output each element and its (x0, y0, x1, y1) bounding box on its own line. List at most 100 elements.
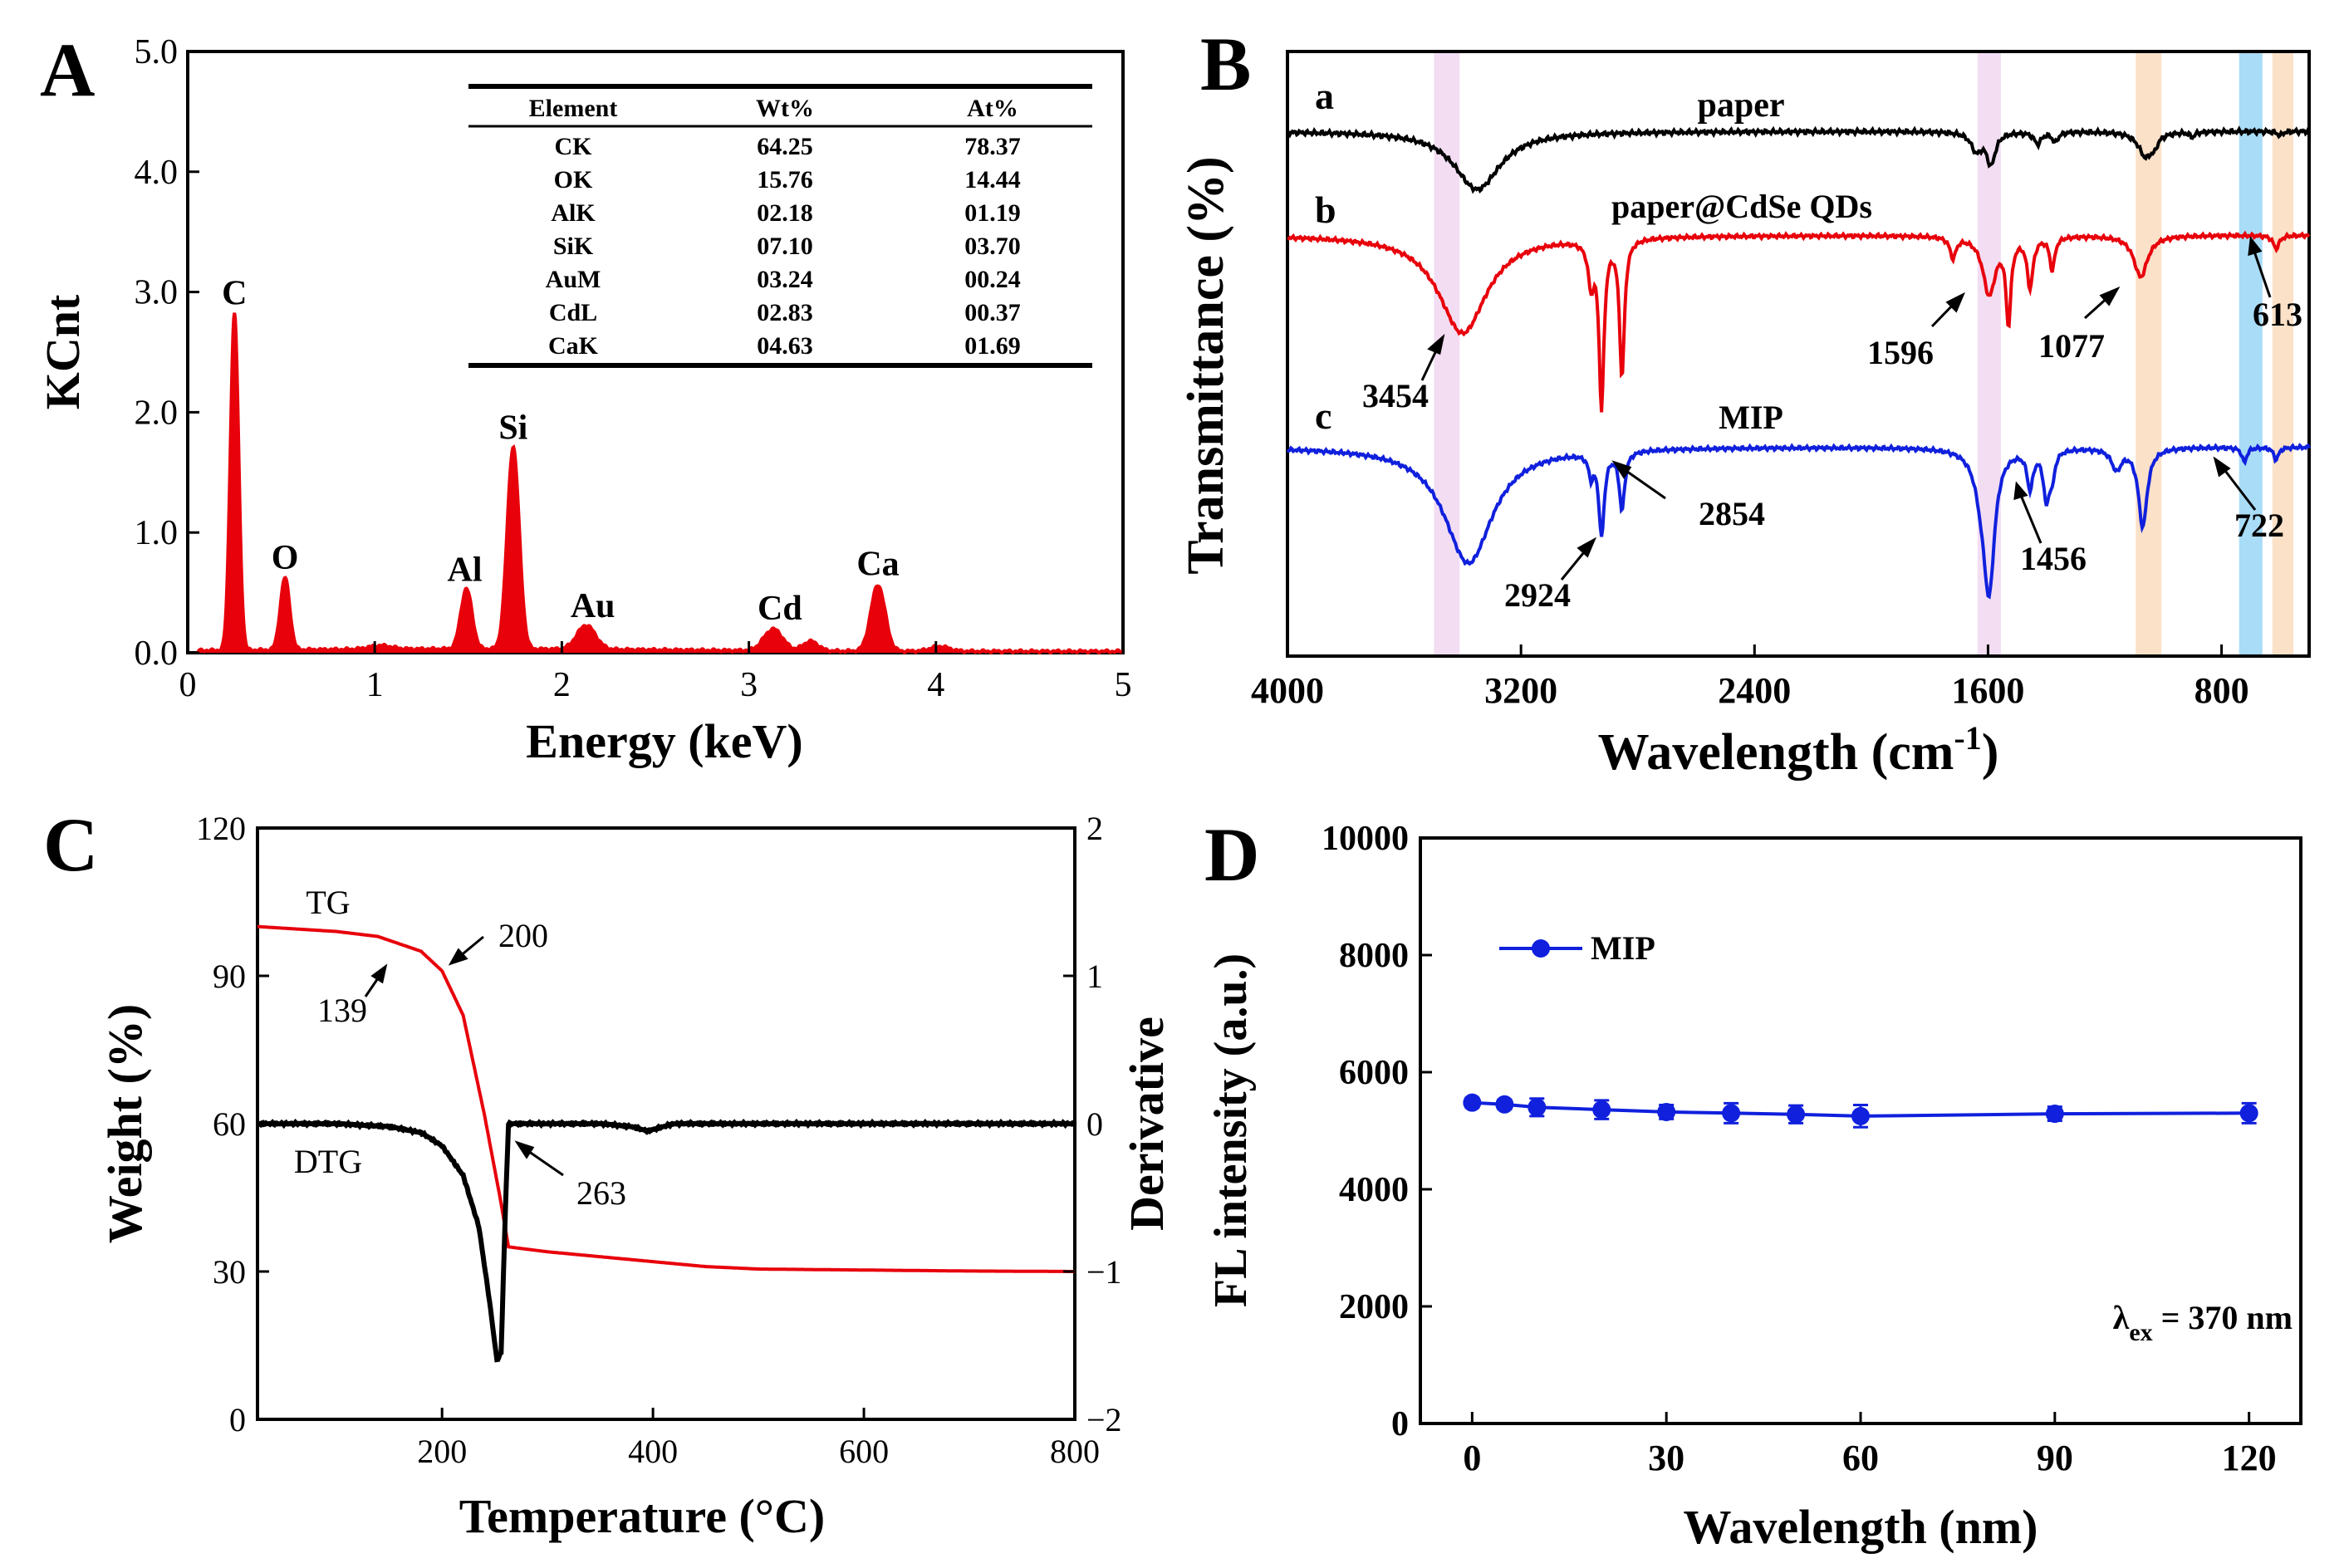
right-y-tick-label: 1 (1086, 958, 1103, 995)
panel-b-x-ticks: 4000 3200 2400 1600 800 (1251, 644, 2249, 711)
right-y-tick-label: 0 (1086, 1105, 1103, 1143)
peak-label-si: Si (498, 409, 527, 448)
left-y-tick-label: 120 (196, 810, 246, 847)
legend-marker (1532, 939, 1550, 958)
legend-label-mip: MIP (1591, 929, 1655, 967)
panel-b-label: B (1200, 22, 1251, 106)
left-y-tick-label: 60 (213, 1105, 246, 1143)
table-cell: CdL (549, 299, 597, 326)
series-dtg-line (257, 1118, 1077, 1363)
table-cell: 78.37 (964, 133, 1021, 160)
peak-label-cd: Cd (758, 590, 802, 628)
panel-a-y-ticks: 0.0 1.0 2.0 3.0 4.0 5.0 (135, 33, 199, 673)
table-cell: 14.44 (964, 166, 1021, 194)
panel-b-y-axis-label: Transmittance (%) (1178, 156, 1234, 574)
table-cell: CaK (548, 332, 599, 360)
series-paper-cdse-line (1287, 230, 2311, 413)
panel-c-right-y-ticks: −2 −1 0 1 2 (1063, 810, 1122, 1438)
y-tick-label: 0.0 (135, 635, 179, 673)
annotation-tg: TG (306, 884, 350, 921)
x-tick-label: 5 (1115, 666, 1132, 704)
y-tick-label: 2.0 (135, 394, 179, 432)
panel-a-label: A (40, 27, 95, 112)
panel-b-frame (1286, 50, 2311, 658)
panel-a-y-axis-label: KCnt (36, 294, 90, 409)
y-tick-label: 10000 (1322, 820, 1409, 858)
table-cell: SiK (553, 233, 594, 260)
panel-a-element-table: Element Wt% At% CK 64.25 78.37 OK 15.76 14.44 Al… (468, 84, 1092, 368)
panel-c-x-ticks: 200 400 600 800 (417, 1408, 1100, 1470)
series-tg-line (257, 924, 1075, 1273)
left-y-tick-label: 0 (229, 1401, 246, 1438)
panel-c-x-axis-label: Temperature (°C) (459, 1489, 825, 1543)
x-tick-label: 4 (927, 666, 944, 704)
x-tick-label: 200 (417, 1433, 467, 1470)
data-point (1722, 1104, 1741, 1123)
peak-label-ca: Ca (856, 545, 899, 583)
panel-c: C 200 400 600 800 0 30 60 90 120 −2 −1 0 1 2 TG DTG… (43, 802, 1174, 1543)
series-a-letter: a (1315, 75, 1334, 117)
data-point (1495, 1095, 1514, 1114)
y-tick-label: 0 (1391, 1405, 1409, 1443)
x-tick-label: 400 (628, 1433, 678, 1470)
table-cell: 07.10 (757, 233, 813, 260)
x-tick-label: 3 (740, 666, 758, 704)
y-tick-label: 1.0 (135, 514, 179, 552)
series-mip-line (1472, 1100, 2249, 1118)
annotation-200: 200 (498, 917, 548, 954)
x-tick-label: 2 (553, 666, 571, 704)
table-header-cell: Element (529, 95, 618, 122)
peak-label-o: O (272, 539, 299, 577)
panel-c-left-y-ticks: 0 30 60 90 120 (196, 810, 269, 1438)
right-y-tick-label: −1 (1086, 1253, 1122, 1291)
table-cell: 00.24 (964, 266, 1021, 293)
peak-label-al: Al (448, 551, 483, 590)
series-mip-points (1463, 1093, 2258, 1125)
table-cell: AuM (546, 266, 601, 293)
y-tick-label: 2000 (1339, 1288, 1409, 1326)
panel-c-right-y-axis-label: Derivative (1120, 1017, 1174, 1231)
panel-c-label: C (43, 802, 98, 887)
panel-d-y-axis-label: FL intensity (a.u.) (1205, 953, 1257, 1307)
y-tick-label: 3.0 (135, 274, 179, 312)
x-tick-label: 1600 (1951, 670, 2024, 711)
table-cell: 01.19 (964, 199, 1021, 227)
annotation-1596: 1596 (1867, 334, 1934, 371)
table-body: CK 64.25 78.37 OK 15.76 14.44 AlK 02.18 01.19 SiK… (546, 133, 1021, 360)
panel-b-x-label-sup: -1 (1954, 719, 1981, 757)
panel-a-spectrum-line (196, 312, 1124, 655)
y-tick-label: 6000 (1339, 1054, 1409, 1092)
y-tick-label: 5.0 (135, 33, 179, 71)
table-cell: AlK (551, 199, 596, 227)
left-y-tick-label: 90 (213, 958, 246, 995)
table-cell: 64.25 (757, 133, 813, 160)
x-tick-label: 3200 (1484, 670, 1557, 711)
panel-b-x-axis-label: Wavelength (cm-1) (1598, 719, 1999, 781)
x-tick-label: 2400 (1718, 670, 1791, 711)
x-tick-label: 90 (2037, 1438, 2073, 1478)
data-point (2239, 1104, 2258, 1123)
series-c-letter: c (1315, 394, 1331, 437)
x-tick-label: 4000 (1251, 670, 1324, 711)
data-point (1851, 1106, 1870, 1125)
x-tick-label: 60 (1842, 1438, 1879, 1478)
left-y-tick-label: 30 (213, 1253, 246, 1291)
data-point (1463, 1093, 1482, 1112)
panel-c-annotations (364, 935, 564, 1177)
data-point (1657, 1102, 1676, 1121)
series-a-name: paper (1698, 86, 1785, 125)
lambda-subscript: ex (2129, 1319, 2152, 1346)
table-cell: 03.70 (964, 233, 1021, 260)
annotation-2854: 2854 (1699, 495, 1765, 532)
series-c-name: MIP (1719, 399, 1783, 436)
panel-d-y-ticks: 0 2000 4000 6000 8000 10000 (1322, 820, 1432, 1443)
excitation-annotation: λex = 370 nm (2113, 1299, 2293, 1346)
panel-a-x-axis-label: Energy (keV) (526, 714, 802, 768)
annotation-2924: 2924 (1504, 576, 1571, 614)
band-700 (2239, 51, 2263, 656)
table-cell: 15.76 (757, 166, 813, 194)
annotation-3454: 3454 (1362, 377, 1429, 414)
table-cell: 04.63 (757, 332, 813, 360)
